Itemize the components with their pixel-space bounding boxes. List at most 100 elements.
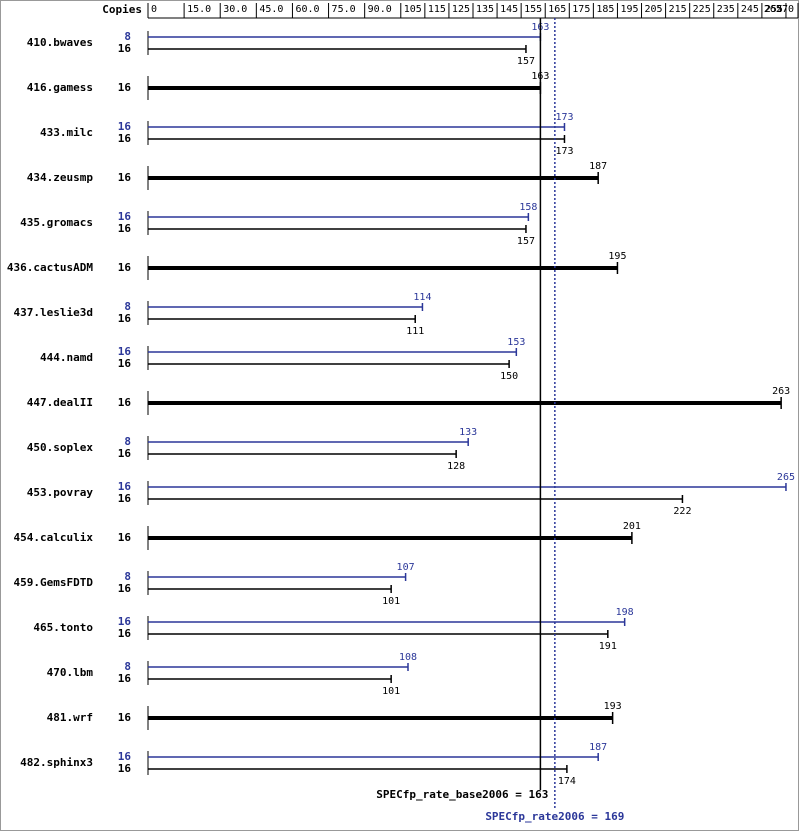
base-copies: 16 — [118, 492, 132, 505]
base-value-label: 157 — [517, 236, 535, 247]
base-copies: 16 — [118, 447, 132, 460]
benchmark-name: 450.soplex — [27, 441, 94, 454]
x-tick-label: 165 — [548, 4, 566, 15]
x-tick-label: 195 — [620, 4, 638, 15]
peak-value-label: 107 — [397, 562, 415, 573]
peak-value-label: 265 — [777, 472, 795, 483]
x-tick-label: 155 — [524, 4, 542, 15]
copies-header: Copies — [102, 3, 142, 16]
base-copies: 16 — [118, 711, 132, 724]
base-value-label: 111 — [406, 326, 424, 337]
peak-copies: 16 — [118, 480, 132, 493]
x-tick-label: 105 — [404, 4, 422, 15]
benchmark-name: 416.gamess — [27, 81, 93, 94]
peak-value-label: 133 — [459, 427, 477, 438]
base-value-label: 174 — [558, 776, 576, 787]
peak-value-label: 198 — [616, 607, 634, 618]
x-tick-label: 45.0 — [259, 4, 283, 15]
x-tick-label: 145 — [500, 4, 518, 15]
benchmark-name: 482.sphinx3 — [20, 756, 93, 769]
base-value-label: 191 — [599, 641, 617, 652]
peak-copies: 16 — [118, 120, 132, 133]
benchmark-name: 437.leslie3d — [14, 306, 93, 319]
x-tick-label: 135 — [476, 4, 494, 15]
base-value-label: 101 — [382, 596, 400, 607]
benchmark-name: 470.lbm — [47, 666, 94, 679]
base-copies: 16 — [118, 132, 132, 145]
x-tick-label: 205 — [645, 4, 663, 15]
base-copies: 16 — [118, 672, 132, 685]
base-copies: 16 — [118, 762, 132, 775]
x-tick-label: 175 — [572, 4, 590, 15]
peak-copies: 16 — [118, 750, 132, 763]
x-tick-label: 270 — [776, 4, 794, 15]
base-value-label: 222 — [673, 506, 691, 517]
x-tick-label: 0 — [151, 4, 157, 15]
benchmark-name: 465.tonto — [33, 621, 93, 634]
base-value-label: 128 — [447, 461, 465, 472]
peak-value-label: 158 — [519, 202, 537, 213]
base-value-label: 195 — [608, 251, 626, 262]
x-tick-label: 265 — [764, 4, 782, 15]
peak-copies: 16 — [118, 615, 132, 628]
base-value-label: 101 — [382, 686, 400, 697]
base-copies: 16 — [118, 396, 132, 409]
base-copies: 16 — [118, 171, 132, 184]
x-tick-label: 225 — [693, 4, 711, 15]
base-value-label: 193 — [604, 701, 622, 712]
benchmark-name: 453.povray — [27, 486, 94, 499]
benchmark-name: 433.milc — [40, 126, 93, 139]
benchmark-name: 436.cactusADM — [7, 261, 93, 274]
peak-summary-label: SPECfp_rate2006 = 169 — [485, 810, 624, 823]
base-copies: 16 — [118, 222, 132, 235]
peak-value-label: 114 — [413, 292, 431, 303]
x-tick-label: 30.0 — [223, 4, 247, 15]
base-value-label: 173 — [555, 146, 573, 157]
base-copies: 16 — [118, 357, 132, 370]
x-tick-label: 125 — [452, 4, 470, 15]
base-copies: 16 — [118, 531, 132, 544]
base-copies: 16 — [118, 582, 132, 595]
peak-copies: 16 — [118, 210, 132, 223]
x-tick-label: 235 — [717, 4, 735, 15]
peak-value-label: 173 — [555, 112, 573, 123]
base-copies: 16 — [118, 312, 132, 325]
base-value-label: 201 — [623, 521, 641, 532]
peak-copies: 8 — [124, 435, 131, 448]
base-copies: 16 — [118, 81, 132, 94]
base-summary-label: SPECfp_rate_base2006 = 163 — [376, 788, 548, 801]
x-tick-label: 60.0 — [295, 4, 319, 15]
benchmark-name: 481.wrf — [47, 711, 93, 724]
benchmark-name: 459.GemsFDTD — [14, 576, 94, 589]
peak-copies: 16 — [118, 345, 132, 358]
base-copies: 16 — [118, 42, 132, 55]
peak-value-label: 153 — [507, 337, 525, 348]
benchmark-name: 447.dealII — [27, 396, 93, 409]
benchmark-name: 454.calculix — [14, 531, 94, 544]
peak-copies: 8 — [124, 660, 131, 673]
peak-copies: 8 — [124, 570, 131, 583]
peak-copies: 8 — [124, 30, 131, 43]
peak-value-label: 187 — [589, 742, 607, 753]
benchmark-name: 435.gromacs — [20, 216, 93, 229]
base-copies: 16 — [118, 627, 132, 640]
x-tick-label: 245 — [741, 4, 759, 15]
x-tick-label: 255 — [765, 4, 783, 15]
x-tick-label: 15.0 — [187, 4, 211, 15]
benchmark-name: 434.zeusmp — [27, 171, 94, 184]
benchmark-name: 410.bwaves — [27, 36, 93, 49]
benchmark-name: 444.namd — [40, 351, 93, 364]
peak-copies: 8 — [124, 300, 131, 313]
x-tick-label: 115 — [428, 4, 446, 15]
x-tick-label: 75.0 — [332, 4, 356, 15]
base-value-label: 157 — [517, 56, 535, 67]
base-value-label: 263 — [772, 386, 790, 397]
x-tick-label: 90.0 — [368, 4, 392, 15]
base-value-label: 187 — [589, 161, 607, 172]
x-tick-label: 215 — [669, 4, 687, 15]
x-tick-label: 185 — [596, 4, 614, 15]
base-copies: 16 — [118, 261, 132, 274]
base-value-label: 150 — [500, 371, 518, 382]
peak-value-label: 108 — [399, 652, 417, 663]
